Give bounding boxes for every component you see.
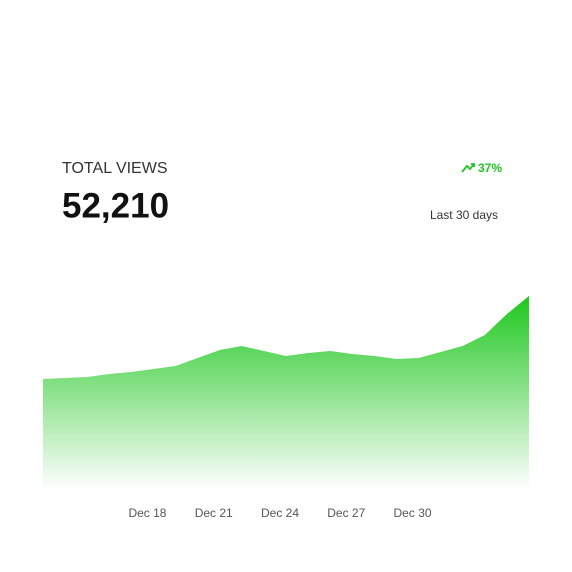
x-tick-label: Dec 27 bbox=[327, 506, 365, 520]
metric-title: TOTAL VIEWS bbox=[62, 160, 168, 177]
x-tick-label: Dec 21 bbox=[195, 506, 233, 520]
x-tick-label: Dec 18 bbox=[128, 506, 166, 520]
change-percent: 37% bbox=[478, 161, 502, 175]
trend-icon bbox=[461, 163, 475, 173]
area bbox=[43, 296, 529, 490]
x-tick-label: Dec 30 bbox=[394, 506, 432, 520]
period-label: Last 30 days bbox=[430, 208, 498, 222]
metric-total: 52,210 bbox=[62, 186, 169, 225]
x-tick-label: Dec 24 bbox=[261, 506, 299, 520]
